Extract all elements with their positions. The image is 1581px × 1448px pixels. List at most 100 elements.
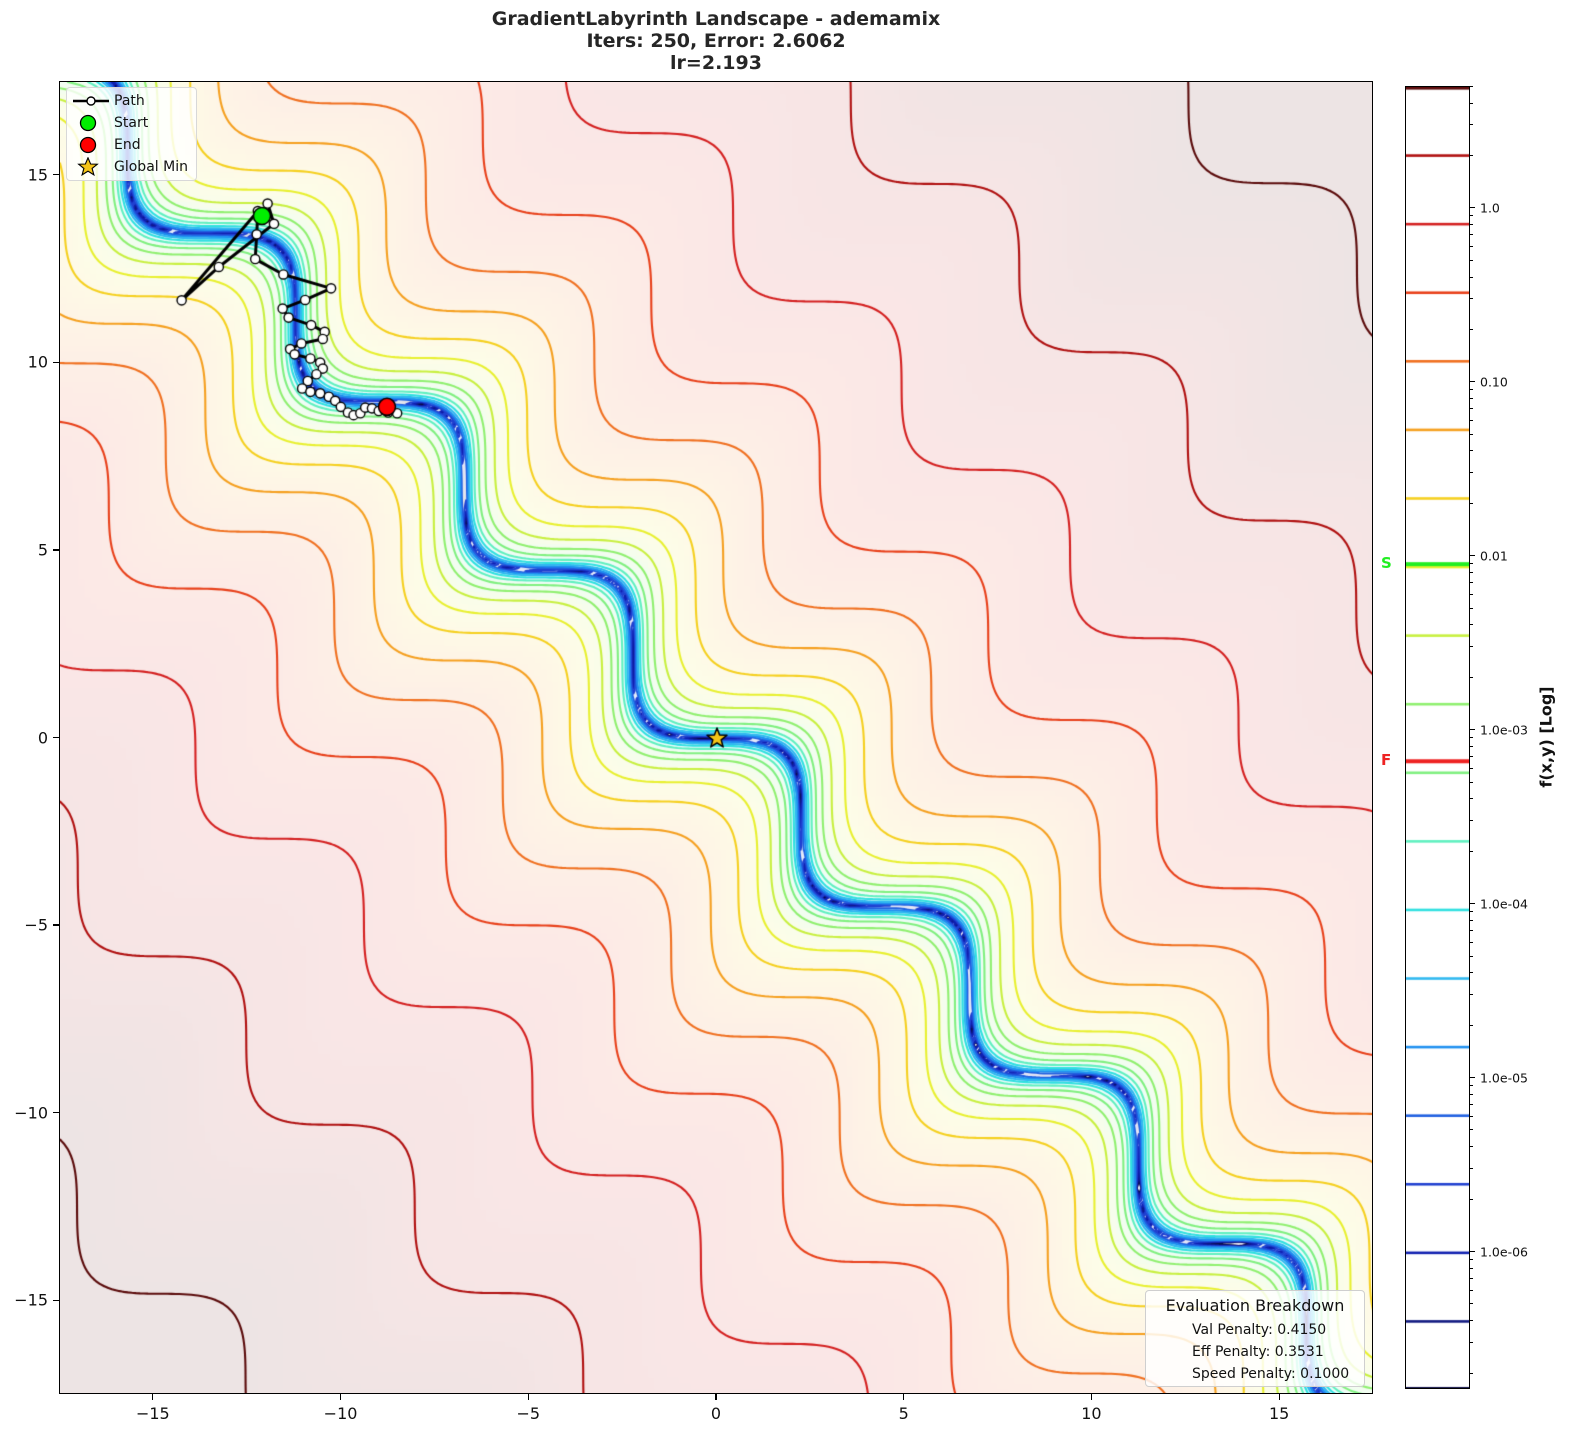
colorbar-minor-tick	[1470, 1278, 1473, 1279]
y-tick-mark	[53, 924, 59, 926]
colorbar-minor-tick	[1470, 1267, 1473, 1269]
title-line-1: GradientLabyrinth Landscape - ademamix	[491, 8, 941, 30]
colorbar-major-tick	[1470, 903, 1475, 905]
legend-item-global-min: Global Min	[67, 157, 196, 177]
x-tick-mark	[339, 1394, 342, 1400]
legend-label-path: Path	[114, 93, 145, 109]
colorbar-major-tick	[1470, 207, 1475, 209]
x-tick-mark	[715, 1394, 717, 1400]
colorbar-minor-tick	[1470, 624, 1473, 626]
x-tick-label: 10	[1081, 1404, 1102, 1423]
colorbar-minor-tick	[1470, 572, 1473, 574]
legend-item-end: End	[67, 135, 196, 155]
x-tick-label: −10	[323, 1404, 358, 1423]
colorbar-major-tick	[1470, 555, 1475, 557]
colorbar-minor-tick	[1470, 850, 1473, 852]
colorbar-major-tick	[1470, 1250, 1475, 1253]
x-tick-mark	[527, 1394, 529, 1400]
colorbar-minor-tick	[1470, 102, 1473, 104]
colorbar-minor-tick	[1470, 737, 1473, 739]
colorbar-tick-label: 1.0	[1480, 200, 1500, 216]
y-tick-mark	[53, 1112, 59, 1114]
colorbar-minor-tick	[1470, 450, 1473, 452]
colorbar	[1405, 86, 1470, 1389]
colorbar-tick-label: 1.0e-05	[1480, 1070, 1528, 1086]
colorbar-minor-tick	[1470, 994, 1473, 996]
colorbar-major-tick	[1470, 381, 1475, 383]
y-tick-label: 10	[27, 352, 48, 372]
legend-label-global-min: Global Min	[114, 159, 188, 175]
colorbar-minor-tick	[1470, 245, 1473, 247]
colorbar-minor-tick	[1470, 502, 1473, 504]
colorbar-minor-tick	[1470, 930, 1473, 932]
colorbar-minor-tick	[1470, 607, 1473, 609]
eff-penalty: Eff Penalty: 0.3531	[1192, 1344, 1324, 1360]
colorbar-minor-tick	[1470, 398, 1473, 400]
colorbar-minor-tick	[1470, 1093, 1473, 1095]
legend-label-start: Start	[114, 115, 149, 131]
colorbar-marker-s: S	[1381, 554, 1392, 573]
colorbar-minor-tick	[1470, 593, 1473, 595]
legend-item-start: Start	[67, 113, 196, 133]
colorbar-minor-tick	[1470, 955, 1473, 957]
colorbar-minor-tick	[1470, 756, 1473, 758]
title-line-2: Iters: 250, Error: 2.6062	[586, 30, 846, 52]
x-tick-label: 15	[1268, 1404, 1290, 1423]
y-tick-label: 5	[37, 540, 48, 560]
colorbar-minor-tick	[1470, 941, 1473, 943]
colorbar-minor-tick	[1470, 646, 1473, 648]
colorbar-levels-canvas	[1406, 87, 1469, 1388]
y-tick-label: 0	[37, 728, 48, 747]
colorbar-minor-tick	[1470, 676, 1473, 678]
red-circle-icon	[79, 136, 97, 154]
colorbar-minor-tick	[1470, 767, 1473, 769]
colorbar-minor-tick	[1470, 154, 1473, 156]
colorbar-minor-tick	[1470, 1259, 1473, 1261]
colorbar-tick-label: 1.0e-04	[1480, 896, 1528, 912]
colorbar-minor-tick	[1470, 259, 1473, 261]
colorbar-minor-tick	[1470, 1115, 1473, 1117]
colorbar-minor-tick	[1470, 919, 1473, 921]
colorbar-minor-tick	[1470, 328, 1473, 330]
title-line-3: lr=2.193	[670, 52, 762, 74]
colorbar-minor-tick	[1470, 1289, 1473, 1291]
colorbar-minor-tick	[1470, 124, 1473, 126]
colorbar-minor-tick	[1470, 276, 1473, 278]
y-tick-label: −10	[14, 1103, 48, 1123]
colorbar-tick-label: 1.0e-06	[1480, 1244, 1528, 1260]
y-tick-mark	[53, 549, 59, 551]
y-tick-mark	[53, 174, 59, 176]
path-line-icon	[73, 96, 109, 106]
y-tick-mark	[53, 1299, 59, 1301]
colorbar-minor-tick	[1470, 1085, 1473, 1087]
x-tick-mark	[152, 1394, 154, 1400]
colorbar-tick-label: 1.0e-03	[1480, 722, 1528, 738]
y-tick-label: −15	[14, 1290, 48, 1310]
x-tick-label: 5	[898, 1404, 909, 1423]
star-icon	[77, 157, 99, 177]
colorbar-minor-tick	[1470, 1168, 1473, 1170]
legend: Path Start End Global Min	[66, 87, 197, 181]
x-tick-mark	[903, 1394, 905, 1400]
colorbar-minor-tick	[1470, 389, 1473, 391]
x-tick-mark	[1278, 1394, 1280, 1400]
colorbar-tick-label: 0.01	[1480, 548, 1508, 564]
green-circle-icon	[79, 114, 97, 132]
colorbar-minor-tick	[1470, 85, 1473, 87]
colorbar-minor-tick	[1470, 298, 1473, 300]
colorbar-minor-tick	[1470, 781, 1473, 783]
colorbar-minor-tick	[1470, 1129, 1473, 1131]
contour-plot-canvas	[60, 82, 1372, 1393]
colorbar-minor-tick	[1470, 215, 1473, 217]
colorbar-minor-tick	[1470, 1320, 1473, 1322]
colorbar-minor-tick	[1470, 911, 1473, 913]
colorbar-minor-tick	[1470, 563, 1473, 565]
colorbar-minor-tick	[1470, 820, 1473, 822]
colorbar-minor-tick	[1470, 234, 1473, 236]
colorbar-minor-tick	[1470, 1342, 1473, 1344]
colorbar-minor-tick	[1470, 224, 1473, 226]
colorbar-minor-tick	[1470, 1104, 1473, 1106]
x-tick-label: −5	[516, 1404, 541, 1423]
chart-title: GradientLabyrinth Landscape - ademamix I…	[59, 8, 1373, 74]
x-tick-mark	[1090, 1394, 1093, 1400]
